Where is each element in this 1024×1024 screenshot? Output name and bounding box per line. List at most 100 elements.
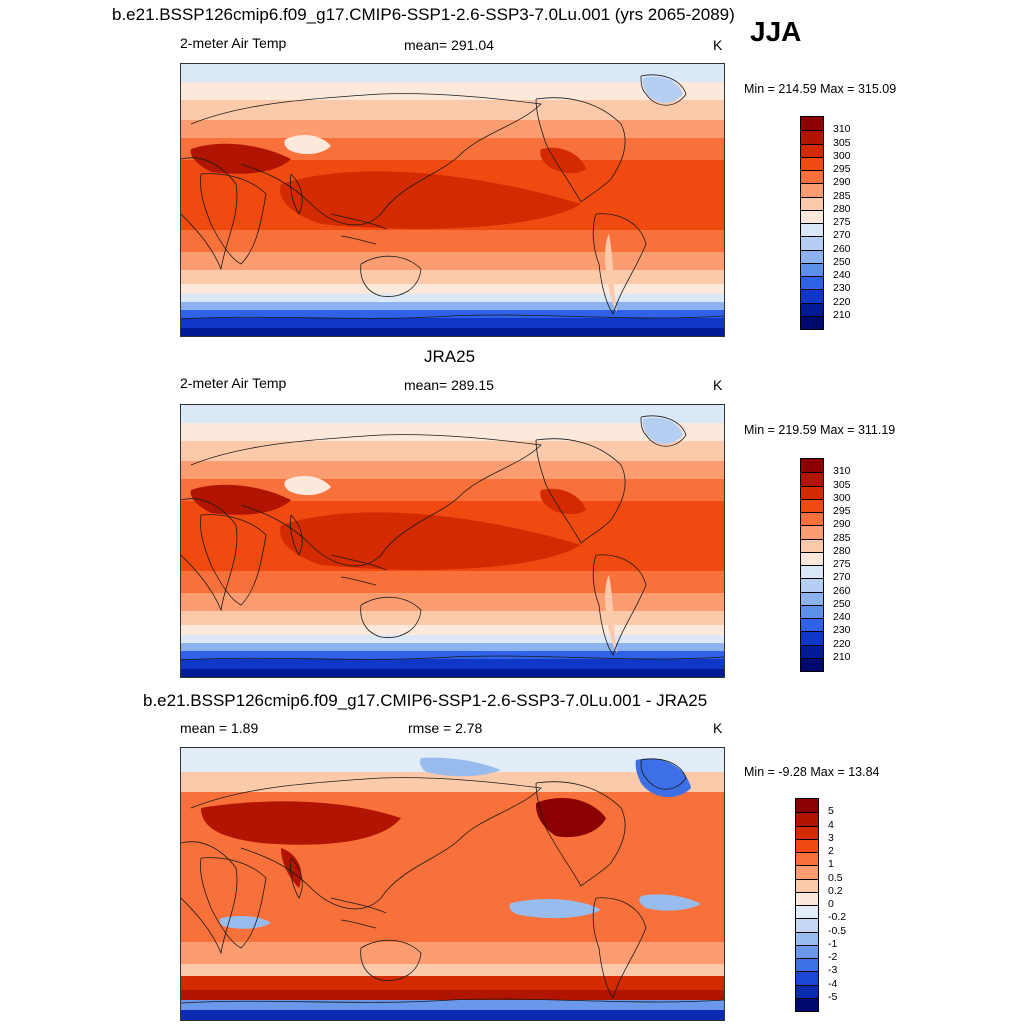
coastline: [200, 173, 267, 265]
coastline: [290, 514, 303, 556]
panel1-unit-label: K: [713, 37, 723, 53]
colorbar-swatch: [801, 485, 823, 499]
coastline: [190, 777, 542, 910]
contour-region: [605, 575, 617, 653]
colorbar-tick-label: 210: [833, 308, 851, 321]
contour-region: [284, 134, 331, 155]
colorbar-swatch: [796, 931, 818, 945]
colorbar-swatch: [796, 984, 818, 998]
panel1-variable-label: 2-meter Air Temp: [180, 35, 287, 51]
coastline: [640, 758, 687, 790]
coastline: [190, 434, 542, 567]
colorbar-swatch: [801, 262, 823, 276]
panel2-colorbar: [800, 458, 824, 672]
panel2-mean-label: mean= 289.15: [404, 377, 494, 393]
colorbar-tick-label: 220: [833, 295, 851, 308]
coastline: [592, 554, 647, 656]
colorbar-tick-label: 260: [833, 242, 851, 255]
colorbar-tick-label: 2: [828, 845, 834, 857]
colorbar-swatch: [801, 170, 823, 184]
coastline: [181, 157, 238, 271]
panel3-unit-label: K: [713, 720, 723, 736]
colorbar-swatch: [801, 249, 823, 263]
coastline: [330, 897, 387, 929]
contour-band: [181, 100, 724, 120]
panel3-minmax-label: Min = -9.28 Max = 13.84: [744, 765, 880, 779]
colorbar-swatch: [801, 551, 823, 565]
colorbar-tick-label: 290: [833, 518, 851, 531]
contour-band: [181, 405, 724, 423]
contour-region: [535, 798, 606, 838]
coastline: [360, 596, 422, 638]
season-label: JJA: [750, 16, 802, 47]
panel3-map: [180, 747, 725, 1021]
coastline: [535, 781, 626, 887]
colorbar-swatch: [796, 865, 818, 879]
colorbar-swatch: [801, 236, 823, 250]
contour-band: [181, 643, 724, 651]
colorbar-swatch: [801, 644, 823, 658]
colorbar-swatch: [796, 825, 818, 839]
colorbar-tick-label: -3: [828, 964, 838, 977]
colorbar-tick-label: 270: [833, 229, 851, 242]
contour-band: [181, 611, 724, 625]
panel3-mean-label: mean = 1.89: [180, 720, 259, 736]
colorbar-swatch: [796, 905, 818, 919]
colorbar-swatch: [801, 223, 823, 237]
contour-band: [181, 294, 724, 302]
colorbar-tick-label: 300: [833, 149, 851, 162]
contour-band: [181, 64, 724, 82]
colorbar-tick-label: 250: [833, 255, 851, 268]
colorbar-tick-label: 1: [828, 858, 834, 871]
coastline: [181, 314, 724, 320]
contour-region: [280, 171, 581, 229]
colorbar-tick-label: 290: [833, 176, 851, 189]
panel2-minmax-label: Min = 219.59 Max = 311.19: [744, 423, 896, 437]
panel1-minmax-label: Min = 214.59 Max = 315.09: [744, 82, 897, 96]
colorbar-swatch: [796, 878, 818, 892]
contour-band: [181, 593, 724, 611]
contour-region: [605, 234, 617, 312]
colorbar-swatch: [801, 196, 823, 210]
colorbar-tick-label: 280: [833, 544, 851, 557]
colorbar-tick-label: 0.2: [828, 884, 843, 897]
contour-region: [642, 76, 683, 103]
colorbar-swatch: [801, 657, 823, 671]
colorbar-swatch: [801, 618, 823, 632]
colorbar-tick-label: 270: [833, 571, 851, 584]
contour-band: [181, 328, 724, 336]
contour-region: [190, 484, 291, 515]
colorbar-swatch: [801, 289, 823, 303]
colorbar-swatch: [796, 852, 818, 866]
colorbar-tick-label: 285: [833, 189, 851, 202]
colorbar-tick-label: 5: [828, 805, 834, 818]
panel1-map: [180, 63, 725, 337]
contour-region: [635, 758, 691, 798]
contour-region: [509, 898, 601, 919]
coastline: [360, 939, 422, 981]
colorbar-swatch: [801, 143, 823, 157]
colorbar-swatch: [801, 302, 823, 316]
colorbar-tick-label: 310: [833, 465, 851, 478]
colorbar-tick-label: 275: [833, 216, 851, 228]
colorbar-swatch: [801, 538, 823, 552]
contour-band: [181, 284, 724, 294]
colorbar-tick-label: 250: [833, 597, 851, 610]
colorbar-swatch: [796, 812, 818, 826]
colorbar-tick-label: 310: [833, 123, 851, 136]
coastline: [592, 213, 647, 315]
colorbar-tick-label: 0: [828, 898, 834, 910]
figure-title: b.e21.BSSP126cmip6.f09_g17.CMIP6-SSP1-2.…: [112, 5, 735, 24]
panel3-rmse-label: rmse = 2.78: [408, 720, 483, 736]
contour-band: [181, 82, 724, 100]
contour-band: [181, 252, 724, 270]
contour-region: [201, 801, 401, 845]
colorbar-swatch: [801, 604, 823, 618]
colorbar-tick-label: 220: [833, 637, 851, 650]
colorbar-swatch: [801, 183, 823, 197]
coastline: [290, 173, 303, 215]
colorbar-tick-label: 260: [833, 584, 851, 597]
colorbar-swatch: [801, 156, 823, 170]
colorbar-tick-label: 300: [833, 491, 851, 504]
contour-region: [219, 915, 271, 929]
